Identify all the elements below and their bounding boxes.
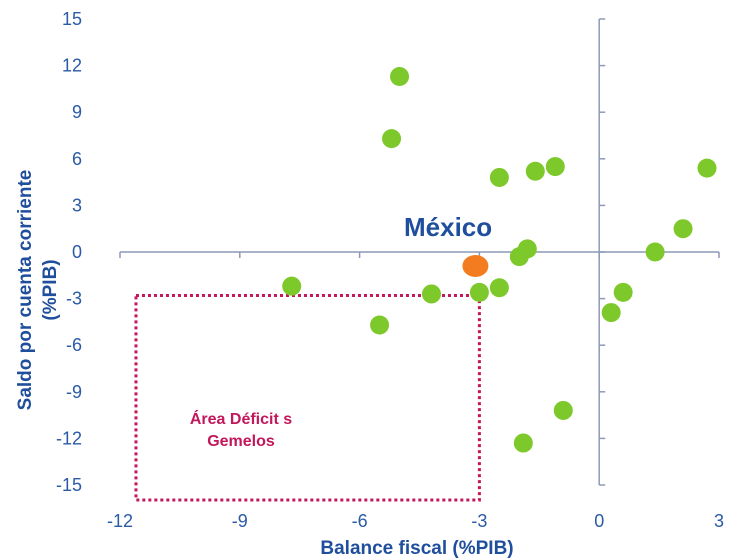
x-tick-label: -6	[352, 511, 368, 531]
x-tick-label: 3	[714, 511, 724, 531]
mexico-point	[462, 254, 489, 277]
area-label-line1: Área Déficit s	[190, 409, 292, 428]
data-point	[517, 239, 537, 259]
area-label-line2: Gemelos	[207, 433, 275, 450]
y-tick-label: 9	[72, 102, 82, 122]
data-point	[513, 433, 533, 453]
y-tick-label: -12	[56, 428, 82, 448]
y-tick-label: 15	[62, 9, 82, 29]
data-point	[282, 276, 302, 296]
data-point	[382, 129, 402, 149]
y-tick-label: 0	[72, 242, 82, 262]
y-tick-label: 3	[72, 195, 82, 215]
y-axis-title-line2: (%PIB)	[40, 259, 61, 320]
data-point	[525, 161, 545, 181]
x-tick-label: -12	[107, 511, 133, 531]
y-tick-label: -15	[56, 475, 82, 495]
y-tick-label: -3	[66, 289, 82, 309]
data-point	[673, 219, 693, 239]
data-point	[613, 282, 633, 302]
y-tick-label: -6	[66, 335, 82, 355]
data-point	[697, 158, 717, 178]
y-tick-label: 12	[62, 56, 82, 76]
axes	[119, 18, 720, 486]
chart-labels: México Área Déficit s Gemelos Balance fi…	[15, 170, 514, 558]
data-point	[601, 303, 621, 323]
data-point	[421, 284, 441, 304]
data-points	[282, 66, 717, 453]
data-point	[645, 242, 665, 262]
data-point	[545, 157, 565, 177]
x-tick-label: -9	[232, 511, 248, 531]
data-point	[370, 315, 390, 335]
x-axis-title: Balance fiscal (%PIB)	[320, 538, 513, 558]
data-point	[390, 66, 410, 86]
data-point	[489, 167, 509, 187]
y-tick-label: 6	[72, 149, 82, 169]
mexico-label: México	[404, 212, 492, 242]
x-tick-label: 0	[594, 511, 604, 531]
data-point	[469, 282, 489, 302]
y-tick-label: -9	[66, 382, 82, 402]
tick-labels: -12 -9 -6 -3 0 3 15 12 9 6 3 0 -3 -6 -9 -12 -15	[56, 9, 724, 531]
twin-deficit-area	[134, 293, 481, 502]
x-tick-label: -3	[471, 511, 487, 531]
twin-deficit-rect	[134, 293, 481, 502]
data-point	[489, 278, 509, 298]
data-point	[553, 400, 573, 420]
y-axis-title-line1: Saldo por cuenta corriente	[15, 170, 36, 411]
